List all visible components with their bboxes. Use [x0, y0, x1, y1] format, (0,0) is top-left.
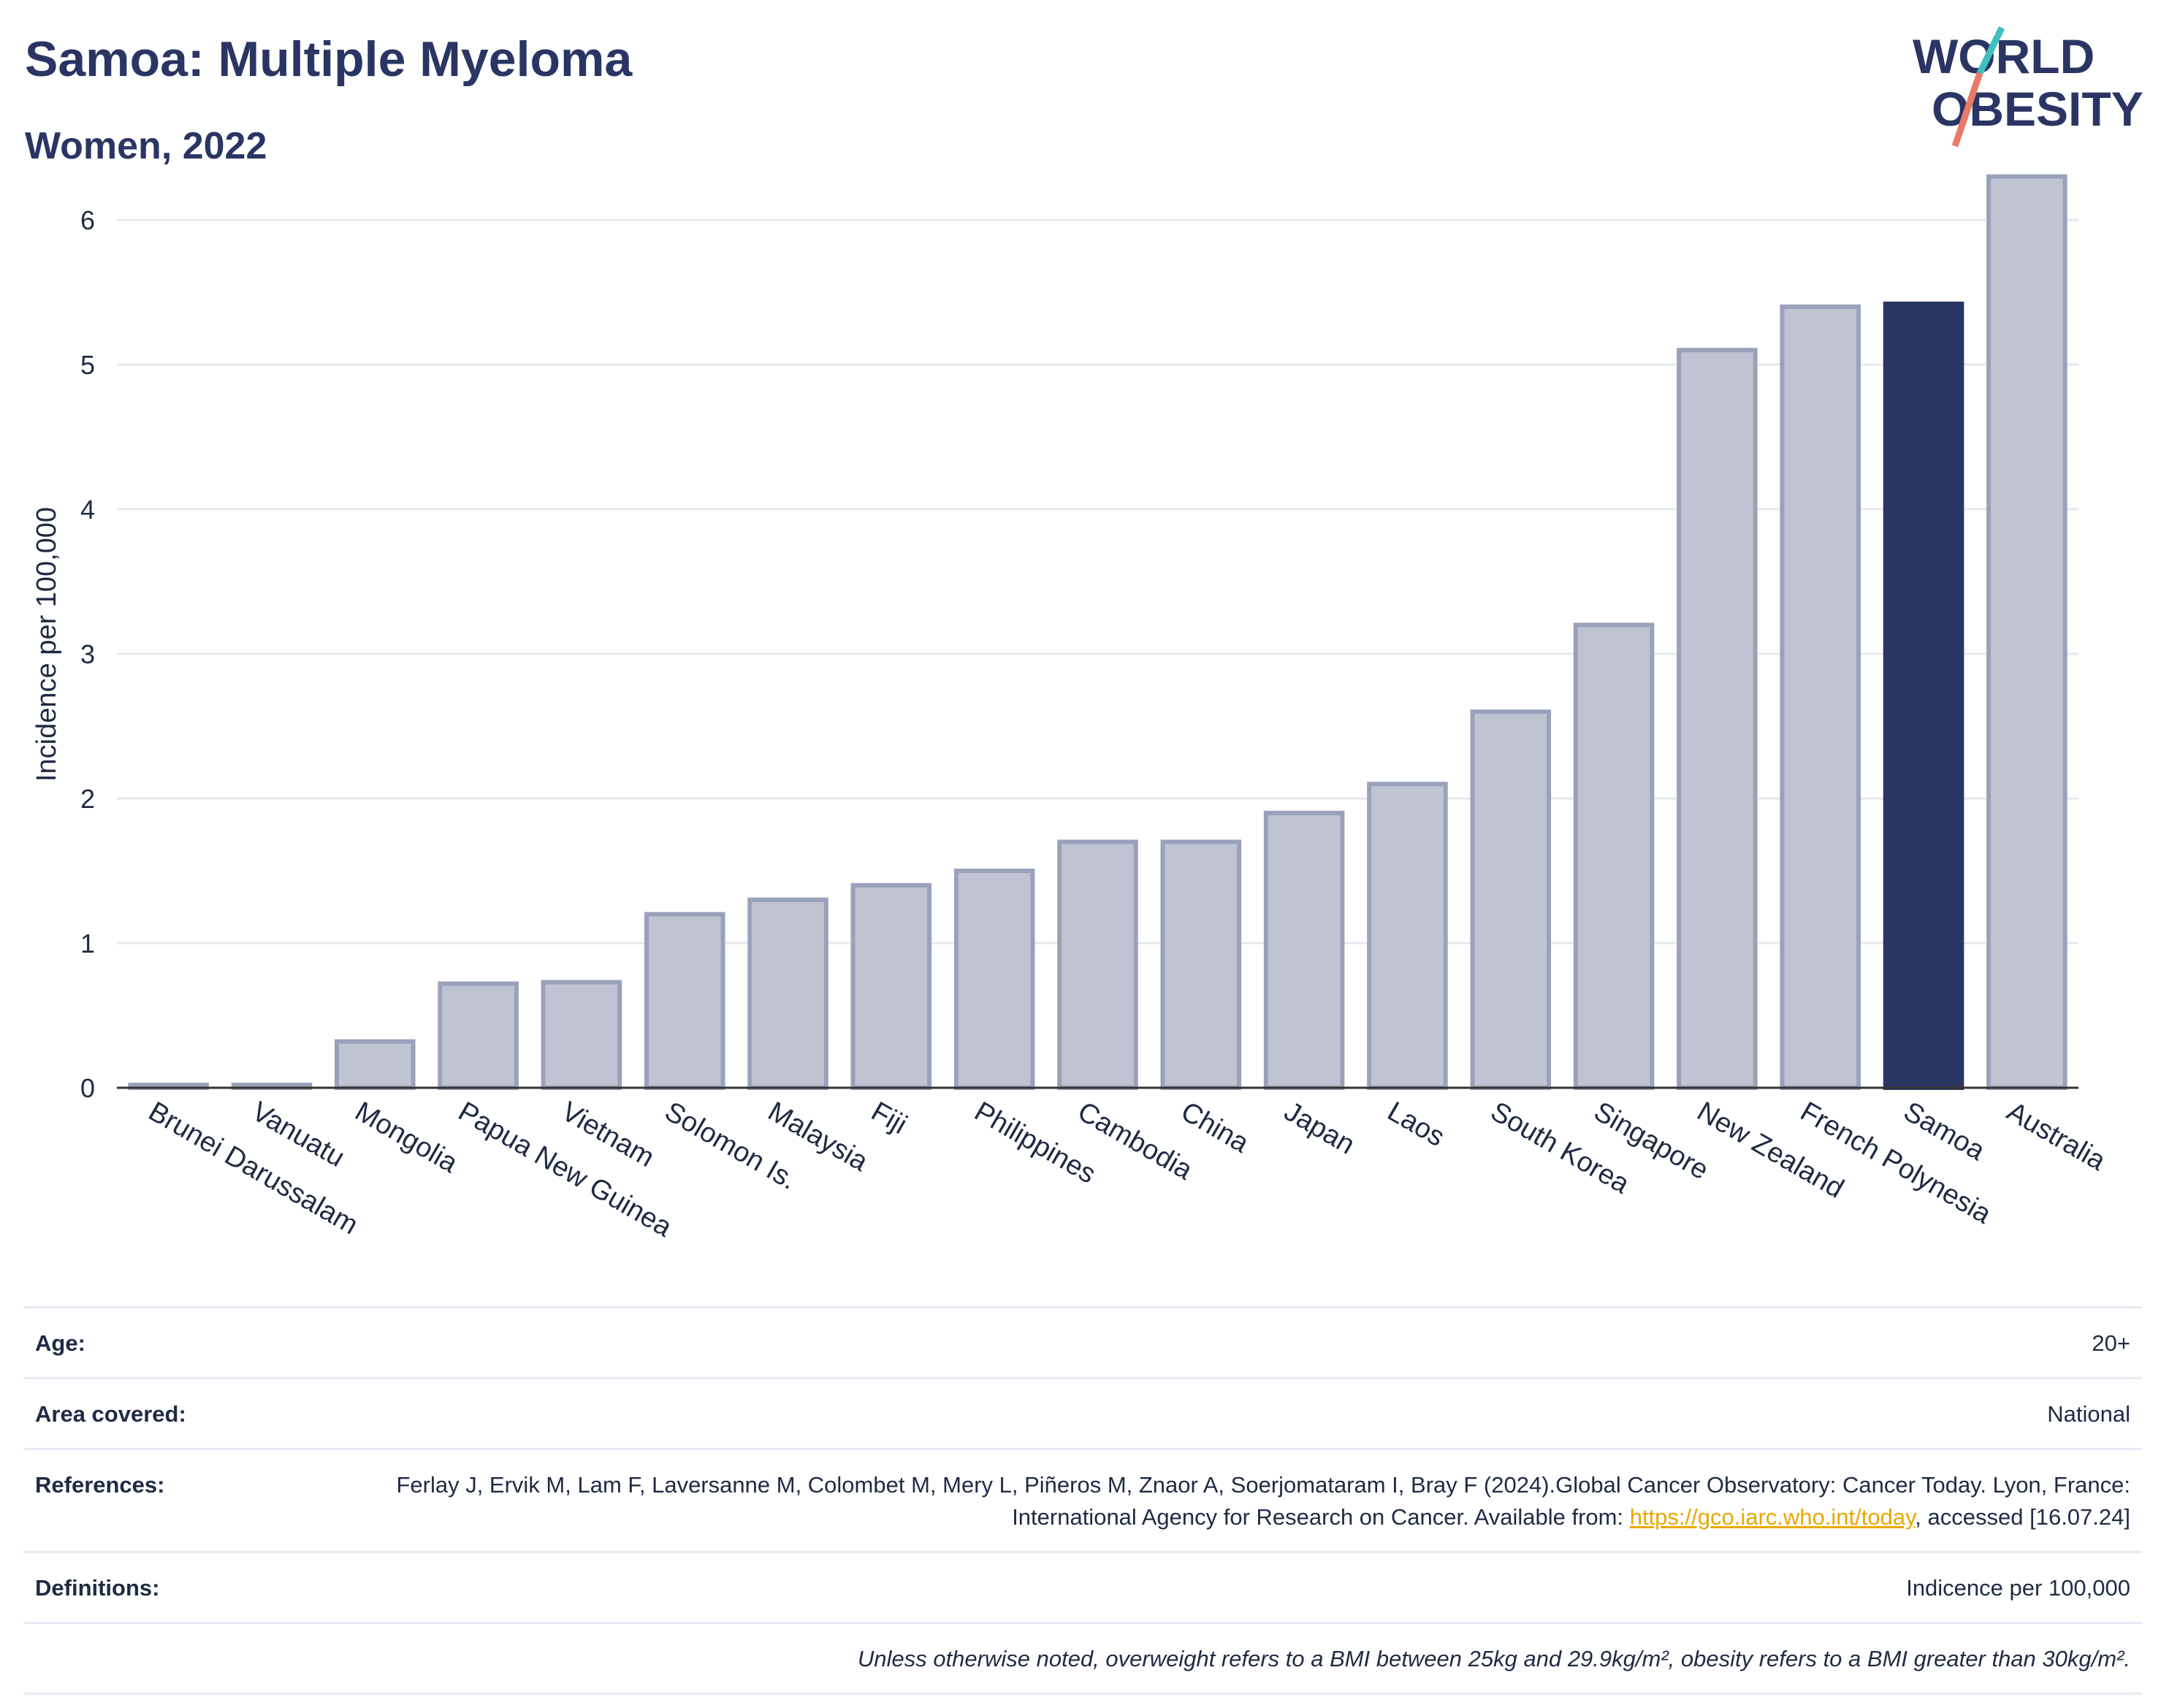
meta-row-age: Age: 20+: [23, 1306, 2142, 1377]
y-ticks: 0 1 2 3 4 5 6: [80, 205, 95, 1103]
y-axis-label: Incidence per 100,000: [31, 507, 62, 782]
x-tick-label: Fiji: [866, 1096, 912, 1140]
bar-china: [1160, 839, 1242, 1091]
world-obesity-logo: WORLD OBESITY: [1913, 26, 2143, 148]
area-value: National: [2047, 1401, 2130, 1427]
references-value: Ferlay J, Ervik M, Lam F, Laversanne M, …: [340, 1469, 2130, 1533]
logo-slash-bottom: [1951, 72, 1983, 148]
bar-singapore: [1573, 622, 1655, 1090]
x-tick-label: China: [1175, 1096, 1254, 1159]
bar-mongolia: [335, 1039, 416, 1091]
bars: [128, 174, 2067, 1091]
references-accessed: , accessed [16.07.24]: [1915, 1504, 2130, 1530]
bar-cambodia: [1057, 839, 1138, 1091]
y-tick-label: 2: [80, 784, 95, 814]
bar-solomon-is-: [644, 912, 725, 1091]
meta-row-area: Area covered: National: [23, 1377, 2142, 1448]
bar-fiji: [850, 882, 932, 1091]
x-tick-label: Australia: [2002, 1096, 2111, 1177]
area-label: Area covered:: [35, 1401, 186, 1427]
bar-malaysia: [747, 897, 828, 1090]
y-tick-label: 5: [80, 350, 95, 380]
references-text: Ferlay J, Ervik M, Lam F, Laversanne M, …: [396, 1472, 2130, 1530]
meta-row-note: Unless otherwise noted, overweight refer…: [23, 1622, 2142, 1695]
definitions-value: Indicence per 100,000: [1906, 1575, 2130, 1601]
bar-papua-new-guinea: [438, 981, 519, 1090]
references-link[interactable]: https://gco.iarc.who.int/today: [1629, 1504, 1916, 1530]
bar-vietnam: [541, 980, 622, 1090]
x-tick-label: Mongolia: [350, 1096, 463, 1179]
age-value: 20+: [2092, 1330, 2130, 1356]
meta-row-references: References: Ferlay J, Ervik M, Lam F, La…: [23, 1448, 2142, 1551]
meta-row-definitions: Definitions: Indicence per 100,000: [23, 1551, 2142, 1622]
bar-laos: [1367, 782, 1448, 1090]
bar-japan: [1263, 810, 1345, 1091]
x-tick-label: Japan: [1279, 1096, 1360, 1160]
bar-new-zealand: [1677, 348, 1758, 1090]
y-tick-label: 3: [80, 639, 95, 669]
bar-australia: [1986, 174, 2067, 1091]
y-tick-label: 1: [80, 929, 95, 958]
definitions-label: Definitions:: [35, 1575, 160, 1601]
y-tick-label: 6: [80, 205, 95, 235]
logo-line1: WORLD: [1913, 29, 2095, 83]
age-label: Age:: [35, 1330, 85, 1356]
bar-philippines: [953, 869, 1035, 1090]
references-label: References:: [35, 1472, 165, 1498]
x-tick-label: French Polynesia: [1795, 1096, 1997, 1230]
bar-samoa: [1883, 301, 1964, 1091]
chart-subtitle: Women, 2022: [25, 125, 267, 167]
logo-slash-top: [1976, 26, 2005, 75]
chart-title: Samoa: Multiple Myeloma: [25, 31, 633, 87]
y-tick-label: 4: [80, 495, 95, 525]
bar-french-polynesia: [1780, 304, 1861, 1090]
metadata-table: Age: 20+ Area covered: National Referenc…: [23, 1306, 2142, 1695]
x-tick-label: Laos: [1382, 1096, 1449, 1153]
bmi-note: Unless otherwise noted, overweight refer…: [857, 1646, 2130, 1671]
y-tick-label: 0: [80, 1073, 95, 1103]
bar-south-korea: [1470, 709, 1552, 1090]
